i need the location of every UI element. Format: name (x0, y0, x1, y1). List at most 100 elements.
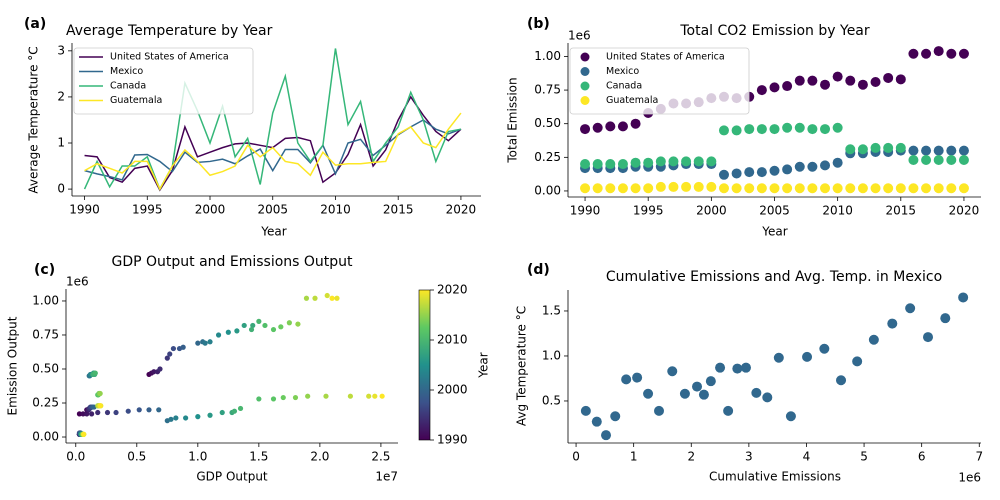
point (80, 411, 86, 417)
y-tick-label: 0.00 (534, 183, 561, 197)
y-axis-label: Emission Output (6, 316, 20, 415)
point (946, 48, 957, 59)
point (718, 183, 729, 194)
point (895, 183, 906, 194)
point (782, 183, 793, 194)
point (262, 322, 268, 329)
point (706, 156, 717, 167)
panel: (c) GDP Output and Emissions Output GDP Ou… (6, 254, 491, 484)
point (794, 183, 805, 194)
point (832, 71, 843, 82)
point (167, 351, 173, 357)
point (207, 412, 213, 418)
point (802, 351, 813, 362)
point (706, 181, 717, 192)
point (756, 124, 767, 135)
y-tick-label: 0 (57, 182, 65, 196)
y-tick-label: 1.00 (534, 49, 561, 63)
point (958, 145, 969, 156)
point (605, 183, 616, 194)
point (219, 409, 225, 416)
point (883, 142, 894, 153)
point (580, 124, 591, 135)
point (923, 332, 934, 343)
point (832, 183, 843, 194)
point (136, 407, 142, 413)
point (270, 396, 277, 402)
y-tick-label: 1.0 (542, 348, 561, 362)
colorbar-tick-label: 2010 (437, 333, 468, 347)
point (92, 370, 98, 376)
panel-label: (a) (24, 16, 46, 32)
point (76, 411, 83, 417)
point (933, 155, 944, 166)
point (643, 183, 654, 194)
point (580, 183, 591, 194)
point (921, 183, 932, 194)
point (195, 340, 201, 346)
point (231, 408, 238, 414)
x-tick-label: 1995 (633, 204, 664, 218)
point (183, 415, 189, 421)
point (820, 160, 831, 171)
point (883, 72, 894, 83)
point (852, 356, 863, 367)
point (940, 313, 951, 324)
point (933, 46, 944, 57)
y-axis-label: Total Emission (506, 77, 520, 163)
point (125, 408, 131, 414)
point (655, 156, 666, 167)
point (731, 125, 742, 136)
y-tick-label: 0.25 (32, 396, 59, 410)
colorbar-tick-label: 2000 (437, 383, 468, 397)
point (379, 393, 385, 399)
x-tick-label: 2.0 (310, 450, 329, 464)
point (605, 121, 616, 132)
x-axis-label: Year (260, 225, 286, 239)
point (303, 295, 310, 301)
legend-swatch (580, 96, 590, 105)
y-multiplier: 1e6 (568, 29, 591, 43)
point (592, 159, 603, 170)
point (97, 403, 103, 409)
point (731, 168, 742, 179)
point (250, 322, 256, 329)
point (769, 124, 780, 135)
point (173, 415, 179, 421)
legend-label: Mexico (110, 66, 143, 77)
point (819, 343, 830, 354)
point (883, 183, 894, 194)
x-tick-label: 2005 (257, 203, 288, 217)
colorbar-label: Year (477, 352, 491, 378)
x-tick-label: 2010 (822, 204, 853, 218)
y-tick-label: 0.50 (32, 361, 59, 375)
point (705, 376, 716, 387)
point (718, 125, 729, 136)
point (958, 183, 969, 194)
point (601, 430, 612, 441)
y-tick-label: 2 (57, 89, 65, 103)
point (756, 167, 767, 178)
point (715, 362, 726, 373)
point (832, 157, 843, 168)
panel: (d) Cumulative Emissions and Avg. Temp. i… (515, 262, 984, 485)
point (845, 75, 856, 86)
colorbar-tick-label: 2020 (437, 283, 468, 297)
y-tick-label: 0.50 (534, 116, 561, 130)
legend-label: Canada (110, 81, 146, 92)
point (280, 394, 286, 401)
point (592, 122, 603, 133)
line (84, 119, 462, 181)
y-multiplier: 1e6 (66, 275, 89, 289)
point (617, 183, 628, 194)
panel-label: (c) (34, 262, 55, 278)
chart-title: GDP Output and Emissions Output (111, 254, 353, 270)
legend-swatch (580, 81, 590, 91)
x-tick-label: 1990 (69, 203, 100, 217)
x-tick-label: 1 (630, 450, 638, 464)
point (769, 82, 780, 93)
point (857, 183, 868, 194)
point (605, 159, 616, 170)
point (782, 122, 793, 133)
legend-label: Mexico (606, 66, 639, 77)
